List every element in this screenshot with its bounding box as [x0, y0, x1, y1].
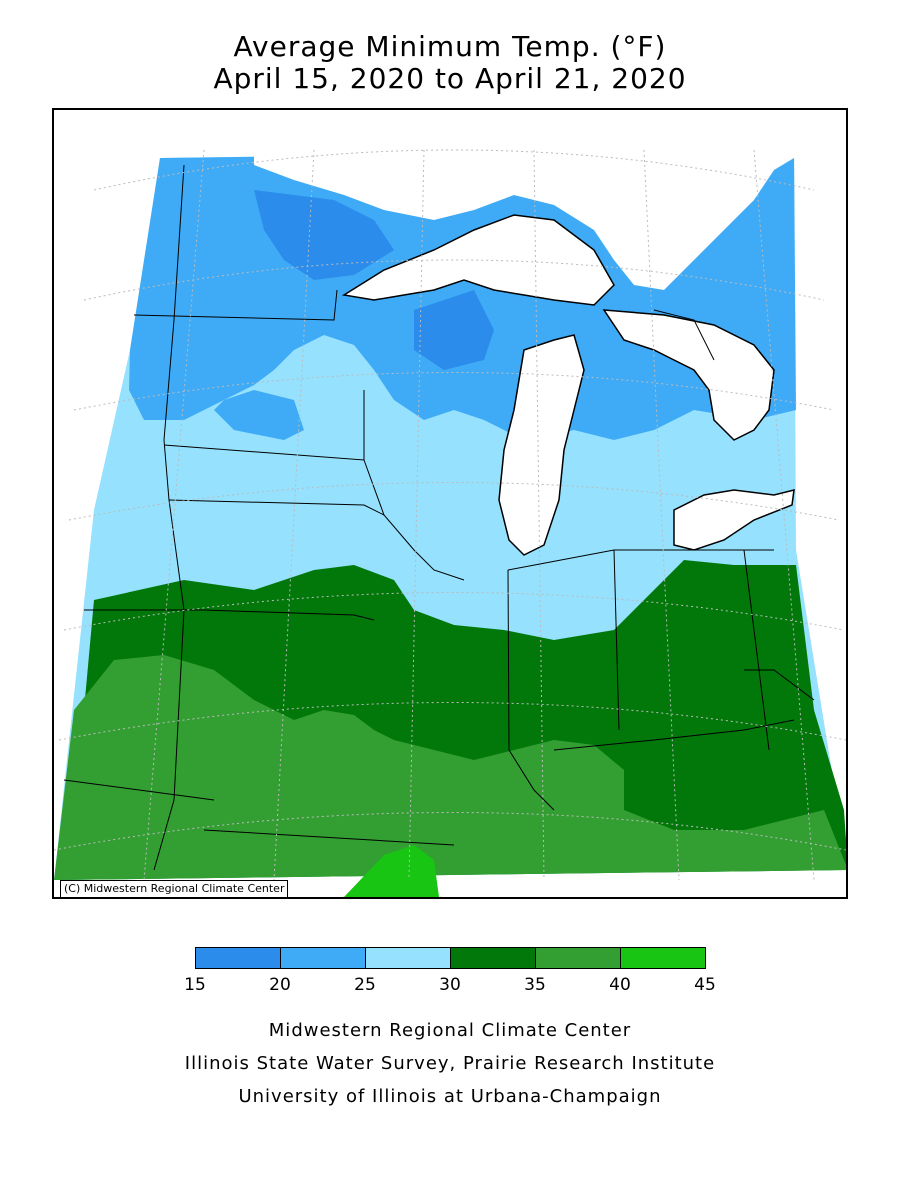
canada-land: [254, 110, 846, 290]
zone-35-40: [54, 655, 846, 880]
legend-swatch-30-35: [450, 947, 536, 969]
legend-tick-label: 20: [269, 975, 291, 995]
lake-huron: [602, 309, 775, 441]
credit-line-3: University of Illinois at Urbana-Champai…: [238, 1086, 662, 1107]
legend-tick-label: 30: [439, 975, 461, 995]
graticule: [54, 149, 846, 881]
legend-swatch-15-20: [195, 947, 281, 969]
legend-swatch-35-40: [535, 947, 621, 969]
lake-michigan: [498, 334, 585, 556]
lake-erie: [673, 489, 795, 551]
legend-tick-label: 15: [184, 975, 206, 995]
legend-tick-label: 45: [694, 975, 716, 995]
legend-swatch-20-25: [280, 947, 366, 969]
legend-swatch-40-45: [620, 947, 706, 969]
legend-tick-label: 35: [524, 975, 546, 995]
lake-superior: [341, 214, 615, 306]
map-date-range: April 15, 2020 to April 21, 2020: [213, 62, 687, 95]
temperature-map: [54, 110, 846, 897]
legend-swatch-25-30: [365, 947, 451, 969]
legend-tick-label: 25: [354, 975, 376, 995]
legend-tick-label: 40: [609, 975, 631, 995]
credit-line-2: Illinois State Water Survey, Prairie Res…: [184, 1053, 716, 1074]
state-borders: [63, 164, 815, 871]
zone-15-20-lake: [414, 290, 494, 370]
copyright-notice: (C) Midwestern Regional Climate Center: [60, 880, 289, 897]
zone-15-20-north: [254, 190, 394, 280]
zone-40-45: [344, 845, 439, 897]
credit-line-1: Midwestern Regional Climate Center: [268, 1020, 632, 1041]
map-panel: (C) Midwestern Regional Climate Center: [52, 108, 848, 899]
map-title: Average Minimum Temp. (°F): [233, 30, 667, 63]
color-legend: [195, 947, 706, 971]
